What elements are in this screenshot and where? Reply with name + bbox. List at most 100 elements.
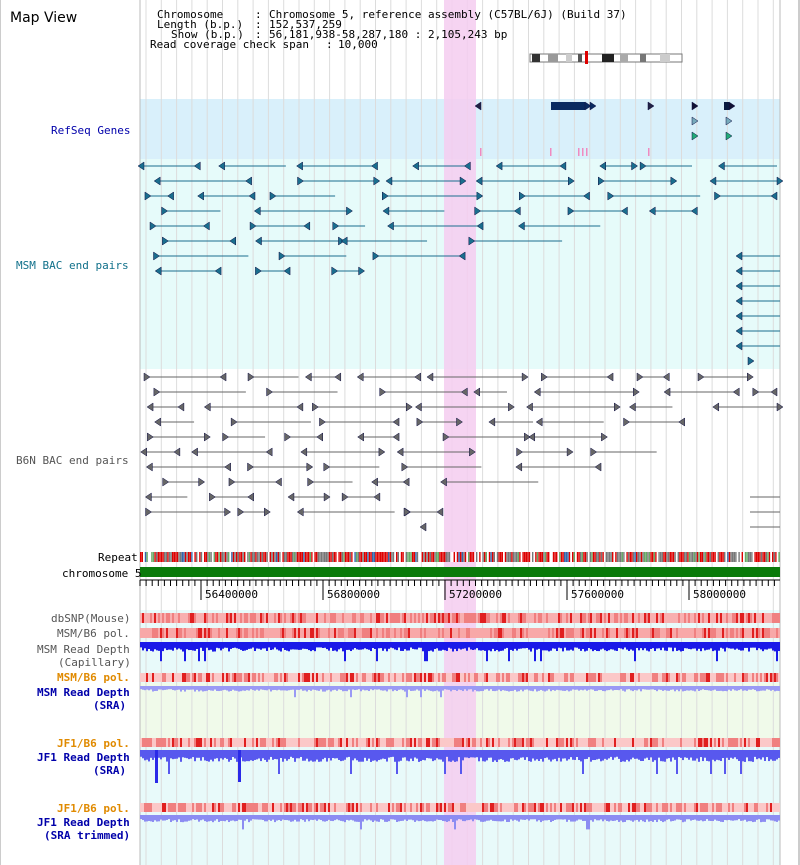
msm-bac-pair-end[interactable] xyxy=(639,161,647,171)
b6n-bac-pair-end[interactable] xyxy=(222,432,230,442)
b6n-bac-pair-end[interactable] xyxy=(224,507,232,517)
gene-arrow[interactable] xyxy=(474,101,482,111)
b6n-bac-pair-end[interactable] xyxy=(316,432,323,442)
msm-bac-pair-end[interactable] xyxy=(197,191,204,201)
b6n-bac-pair-end[interactable] xyxy=(473,387,480,397)
b6n-bac-pair-end[interactable] xyxy=(153,387,161,397)
msm-bac-pair-end[interactable] xyxy=(382,191,389,201)
msm-bac-pair-end[interactable] xyxy=(255,236,262,246)
b6n-bac-pair-end[interactable] xyxy=(633,387,640,397)
gene-arrow[interactable] xyxy=(728,101,736,111)
msm-bac-track-label[interactable]: MSM BAC end pairs xyxy=(16,259,129,272)
b6n-bac-track-label[interactable]: B6N BAC end pairs xyxy=(16,454,129,467)
b6n-bac-pair-end[interactable] xyxy=(401,462,409,472)
b6n-bac-pair-end[interactable] xyxy=(747,372,754,382)
msm-bac-pair-end[interactable] xyxy=(735,341,743,351)
msm-bac-pair-end[interactable] xyxy=(162,236,169,246)
msm-bac-pair-end[interactable] xyxy=(495,161,503,171)
b6n-bac-pair-end[interactable] xyxy=(392,417,400,427)
msm-bac-pair-end[interactable] xyxy=(269,191,277,201)
b6n-bac-pair-end[interactable] xyxy=(636,372,644,382)
b6n-bac-pair-end[interactable] xyxy=(594,462,602,472)
msm-bac-pair-end[interactable] xyxy=(278,251,286,261)
b6n-bac-pair-end[interactable] xyxy=(247,462,254,472)
b6n-bac-pair-end[interactable] xyxy=(590,447,598,457)
gene-arrow[interactable] xyxy=(725,131,733,141)
gene-arrow[interactable] xyxy=(584,101,592,111)
b6n-bac-pair-end[interactable] xyxy=(414,372,421,382)
b6n-bac-pair-end[interactable] xyxy=(379,387,387,397)
b6n-bac-pair-end[interactable] xyxy=(402,477,410,487)
b6n-bac-pair-end[interactable] xyxy=(752,387,760,397)
b6n-bac-pair-end[interactable] xyxy=(323,462,331,472)
b6n-bac-pair-end[interactable] xyxy=(265,447,273,457)
b6n-bac-pair-end[interactable] xyxy=(319,417,326,427)
b6n-bac-pair-end[interactable] xyxy=(663,387,671,397)
msm-bac-pair-end[interactable] xyxy=(735,266,743,276)
b6n-bac-pair-end[interactable] xyxy=(371,477,378,487)
b6n-bac-pair-end[interactable] xyxy=(508,402,515,412)
b6n-bac-pair-end[interactable] xyxy=(230,417,238,427)
b6n-bac-pair-end[interactable] xyxy=(237,507,245,517)
b6n-bac-pair-end[interactable] xyxy=(535,417,543,427)
msm-bac-pair-end[interactable] xyxy=(598,176,605,186)
b6n-bac-pair-end[interactable] xyxy=(140,447,147,457)
b6n-bac-pair-end[interactable] xyxy=(191,447,198,457)
b6n-bac-pair-end[interactable] xyxy=(442,432,450,442)
msm-bac-pair-end[interactable] xyxy=(202,221,210,231)
b6n-bac-pair-end[interactable] xyxy=(436,507,444,517)
refseq-gene[interactable] xyxy=(551,102,585,110)
b6n-bac-pair-end[interactable] xyxy=(614,402,621,412)
selection-highlight[interactable] xyxy=(444,0,476,865)
chromosome-bar[interactable] xyxy=(140,567,780,577)
msm-bac-pair-end[interactable] xyxy=(735,281,743,291)
msm-bac-pair-end[interactable] xyxy=(167,191,174,201)
msm-bac-pair-end[interactable] xyxy=(631,161,639,171)
b6n-bac-pair-end[interactable] xyxy=(304,372,312,382)
msm-bac-pair-end[interactable] xyxy=(161,206,169,216)
msm-bac-pair-end[interactable] xyxy=(249,221,257,231)
b6n-bac-pair-end[interactable] xyxy=(521,372,529,382)
b6n-bac-pair-end[interactable] xyxy=(528,432,536,442)
msm-bac-pair-end[interactable] xyxy=(340,236,348,246)
b6n-bac-pair-end[interactable] xyxy=(414,402,422,412)
msm-bac-pair-end[interactable] xyxy=(599,161,607,171)
b6n-bac-pair-end[interactable] xyxy=(456,417,463,427)
msm-bac-pair-end[interactable] xyxy=(387,221,394,231)
b6n-bac-pair-end[interactable] xyxy=(732,387,740,397)
b6n-bac-pair-end[interactable] xyxy=(396,447,404,457)
b6n-bac-pair-end[interactable] xyxy=(296,402,304,412)
msm-bac-pair-end[interactable] xyxy=(358,266,366,276)
msm-bac-pair-end[interactable] xyxy=(459,176,467,186)
b6n-bac-pair-end[interactable] xyxy=(300,447,308,457)
b6n-bac-pair-end[interactable] xyxy=(541,372,548,382)
msm-bac-pair-end[interactable] xyxy=(463,161,471,171)
b6n-bac-pair-end[interactable] xyxy=(628,402,636,412)
gene-arrow[interactable] xyxy=(691,101,699,111)
msm-bac-pair-end[interactable] xyxy=(332,221,340,231)
b6n-bac-pair-end[interactable] xyxy=(296,507,304,517)
b6n-bac-pair-end[interactable] xyxy=(488,417,496,427)
b6n-bac-pair-end[interactable] xyxy=(145,462,153,472)
msm-bac-pair-end[interactable] xyxy=(248,191,256,201)
msm-bac-pair-end[interactable] xyxy=(513,206,521,216)
b6n-bac-pair-end[interactable] xyxy=(406,402,413,412)
msm-bac-pair-end[interactable] xyxy=(385,176,393,186)
b6n-bac-pair-end[interactable] xyxy=(776,402,784,412)
b6n-bac-pair-end[interactable] xyxy=(419,522,427,532)
msm-bac-pair-end[interactable] xyxy=(648,206,656,216)
b6n-bac-pair-end[interactable] xyxy=(469,447,476,457)
refseq-gene[interactable] xyxy=(724,102,729,110)
b6n-bac-pair-end[interactable] xyxy=(373,492,381,502)
msm-bac-pair-end[interactable] xyxy=(154,266,162,276)
b6n-bac-pair-end[interactable] xyxy=(162,477,170,487)
msm-bac-pair-end[interactable] xyxy=(218,161,225,171)
gene-arrow[interactable] xyxy=(589,101,597,111)
msm-bac-pair-end[interactable] xyxy=(621,206,628,216)
msm-bac-pair-end[interactable] xyxy=(770,191,778,201)
gene-arrow[interactable] xyxy=(725,116,733,126)
b6n-bac-pair-end[interactable] xyxy=(601,432,608,442)
refseq-track-label[interactable]: RefSeq Genes xyxy=(51,124,131,137)
